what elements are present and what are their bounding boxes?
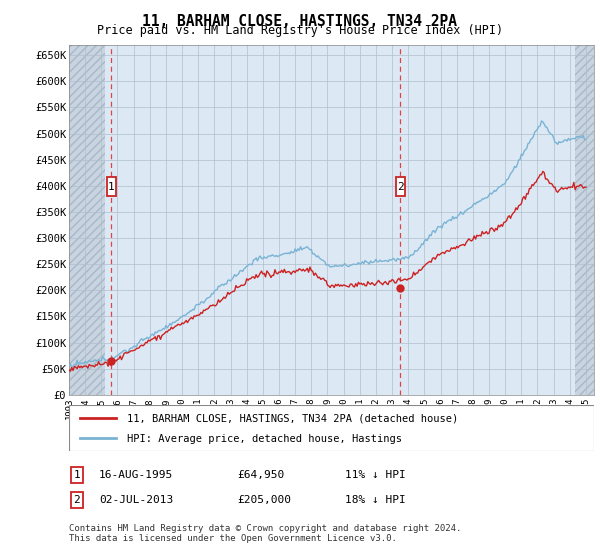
Text: £64,950: £64,950 xyxy=(237,470,284,480)
Text: 11, BARHAM CLOSE, HASTINGS, TN34 2PA: 11, BARHAM CLOSE, HASTINGS, TN34 2PA xyxy=(143,14,458,29)
Text: 11% ↓ HPI: 11% ↓ HPI xyxy=(345,470,406,480)
Text: 1: 1 xyxy=(108,181,115,192)
Text: HPI: Average price, detached house, Hastings: HPI: Average price, detached house, Hast… xyxy=(127,434,402,444)
Text: 11, BARHAM CLOSE, HASTINGS, TN34 2PA (detached house): 11, BARHAM CLOSE, HASTINGS, TN34 2PA (de… xyxy=(127,414,458,424)
Bar xyxy=(69,45,104,395)
Bar xyxy=(575,45,594,395)
Text: 1: 1 xyxy=(73,470,80,480)
Text: 18% ↓ HPI: 18% ↓ HPI xyxy=(345,495,406,505)
FancyBboxPatch shape xyxy=(107,177,116,196)
Text: 16-AUG-1995: 16-AUG-1995 xyxy=(99,470,173,480)
Text: 2: 2 xyxy=(73,495,80,505)
Text: £205,000: £205,000 xyxy=(237,495,291,505)
Text: Price paid vs. HM Land Registry's House Price Index (HPI): Price paid vs. HM Land Registry's House … xyxy=(97,24,503,37)
FancyBboxPatch shape xyxy=(69,405,594,451)
FancyBboxPatch shape xyxy=(396,177,404,196)
Text: 02-JUL-2013: 02-JUL-2013 xyxy=(99,495,173,505)
Text: 2: 2 xyxy=(397,181,404,192)
Text: Contains HM Land Registry data © Crown copyright and database right 2024.
This d: Contains HM Land Registry data © Crown c… xyxy=(69,524,461,543)
